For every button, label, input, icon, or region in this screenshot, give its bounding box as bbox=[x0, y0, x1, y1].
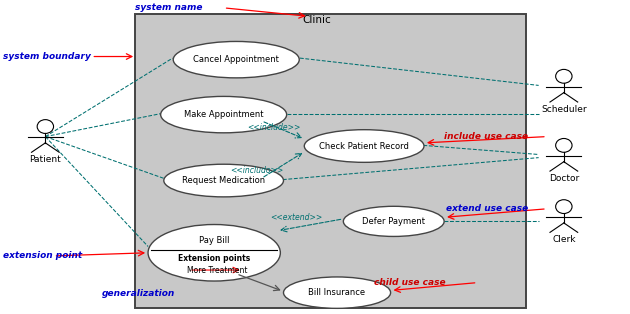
Ellipse shape bbox=[304, 130, 424, 162]
Text: <<includo>>: <<includo>> bbox=[231, 166, 284, 175]
Ellipse shape bbox=[37, 120, 54, 133]
Text: Clerk: Clerk bbox=[552, 236, 576, 245]
Text: Check Patient Record: Check Patient Record bbox=[319, 142, 409, 150]
Ellipse shape bbox=[161, 96, 287, 133]
Ellipse shape bbox=[164, 164, 284, 197]
Text: Request Medication: Request Medication bbox=[182, 176, 265, 185]
Text: generalization: generalization bbox=[102, 289, 175, 298]
Bar bbox=[135, 14, 526, 308]
Text: Cancel Appointment: Cancel Appointment bbox=[193, 55, 279, 64]
Ellipse shape bbox=[556, 200, 572, 214]
Ellipse shape bbox=[556, 138, 572, 152]
Text: include use case: include use case bbox=[444, 132, 528, 141]
Ellipse shape bbox=[343, 206, 444, 236]
Text: <<include>>: <<include>> bbox=[248, 123, 301, 132]
Text: child use case: child use case bbox=[374, 278, 446, 287]
Text: Defer Payment: Defer Payment bbox=[362, 217, 425, 226]
Text: Pay Bill: Pay Bill bbox=[199, 236, 229, 245]
Text: Clinic: Clinic bbox=[302, 15, 331, 25]
Text: Doctor: Doctor bbox=[549, 174, 579, 183]
Text: extension point: extension point bbox=[3, 252, 83, 260]
Ellipse shape bbox=[284, 277, 391, 308]
Ellipse shape bbox=[148, 225, 280, 281]
Text: Patient: Patient bbox=[30, 155, 61, 165]
Text: Bill Insurance: Bill Insurance bbox=[309, 288, 365, 297]
Text: system name: system name bbox=[135, 3, 203, 12]
Ellipse shape bbox=[173, 41, 299, 78]
Text: <<extend>>: <<extend>> bbox=[270, 213, 322, 222]
Text: Make Appointment: Make Appointment bbox=[184, 110, 263, 119]
Text: extend use case: extend use case bbox=[445, 204, 528, 213]
Text: Extension points: Extension points bbox=[178, 254, 250, 263]
Text: Scheduler: Scheduler bbox=[541, 105, 587, 114]
Text: system boundary: system boundary bbox=[3, 52, 91, 61]
Text: More Treatment: More Treatment bbox=[187, 266, 248, 274]
Ellipse shape bbox=[556, 69, 572, 83]
